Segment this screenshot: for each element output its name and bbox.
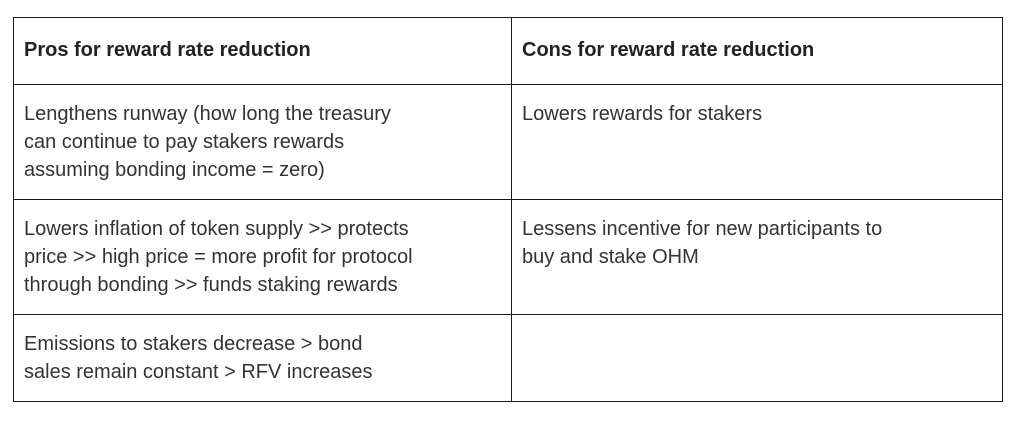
cons-cell: Lessens incentive for new participants t… bbox=[511, 199, 1003, 315]
cons-cell: Lowers rewards for stakers bbox=[511, 84, 1003, 200]
pros-cell: Lowers inflation of token supply >> prot… bbox=[13, 199, 512, 315]
pros-header: Pros for reward rate reduction bbox=[13, 17, 512, 85]
table-row: Lowers inflation of token supply >> prot… bbox=[13, 199, 1003, 315]
table-header-row: Pros for reward rate reduction Cons for … bbox=[13, 17, 1003, 85]
pros-cons-table: Pros for reward rate reduction Cons for … bbox=[13, 17, 1003, 402]
table-row: Emissions to stakers decrease > bond sal… bbox=[13, 314, 1003, 402]
pros-cell: Lengthens runway (how long the treasury … bbox=[13, 84, 512, 200]
cons-cell bbox=[511, 314, 1003, 402]
cons-header: Cons for reward rate reduction bbox=[511, 17, 1003, 85]
pros-cell: Emissions to stakers decrease > bond sal… bbox=[13, 314, 512, 402]
table-row: Lengthens runway (how long the treasury … bbox=[13, 84, 1003, 200]
